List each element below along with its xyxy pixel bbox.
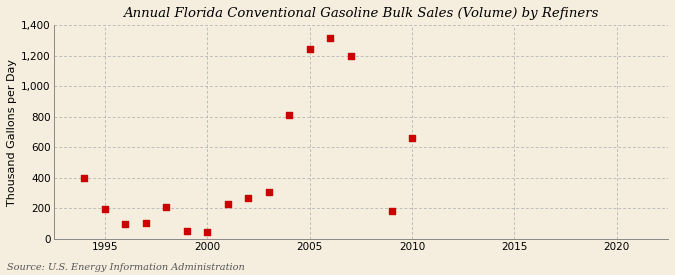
Point (263, 190, 274, 194)
Point (284, 113, 294, 117)
Point (304, 47, 315, 51)
Point (99, 207, 110, 211)
Point (79, 175, 90, 180)
Text: Source: U.S. Energy Information Administration: Source: U.S. Energy Information Administ… (7, 263, 244, 272)
Point (202, 230, 213, 234)
Point (182, 229, 192, 233)
Point (119, 221, 130, 226)
Y-axis label: Thousand Gallons per Day: Thousand Gallons per Day (7, 59, 17, 205)
Point (243, 196, 254, 200)
Point (222, 202, 233, 207)
Point (345, 54, 356, 58)
Point (140, 221, 151, 225)
Point (386, 208, 397, 213)
Point (406, 136, 417, 140)
Point (161, 205, 171, 209)
Point (325, 36, 335, 40)
Title: Annual Florida Conventional Gasoline Bulk Sales (Volume) by Refiners: Annual Florida Conventional Gasoline Bul… (123, 7, 599, 20)
